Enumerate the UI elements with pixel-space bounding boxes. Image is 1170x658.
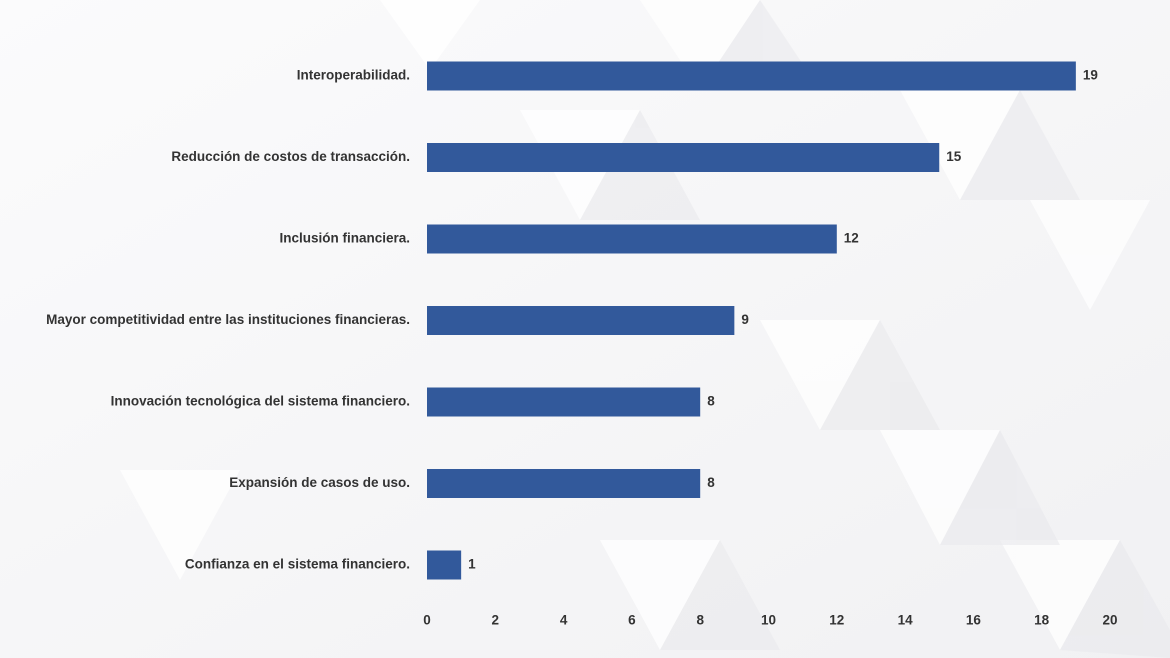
value-label-6: 1 xyxy=(468,557,476,572)
x-tick-label-1: 2 xyxy=(492,613,500,628)
x-tick-label-4: 8 xyxy=(696,613,704,628)
x-tick-label-9: 18 xyxy=(1034,613,1050,628)
category-label-0: Interoperabilidad. xyxy=(297,68,410,83)
bar-5 xyxy=(427,469,701,498)
value-label-2: 12 xyxy=(844,231,859,246)
bar-6 xyxy=(427,550,462,580)
value-label-0: 19 xyxy=(1083,68,1098,83)
bar-2 xyxy=(427,224,837,254)
category-label-1: Reducción de costos de transacción. xyxy=(171,149,410,164)
value-label-4: 8 xyxy=(707,394,715,409)
x-tick-label-5: 10 xyxy=(761,613,776,628)
x-tick-label-6: 12 xyxy=(829,613,844,628)
bar-0 xyxy=(427,61,1076,91)
bar-3 xyxy=(427,306,735,335)
bars-group xyxy=(427,61,1076,580)
value-label-1: 15 xyxy=(946,149,962,164)
value-label-3: 9 xyxy=(741,312,749,327)
x-tick-label-8: 16 xyxy=(966,613,982,628)
category-label-4: Innovación tecnológica del sistema finan… xyxy=(111,394,410,409)
x-axis-ticks: 0 2 4 6 8 10 12 14 16 18 20 xyxy=(423,613,1117,628)
x-tick-label-2: 4 xyxy=(560,613,568,628)
value-labels: 19 15 12 9 8 8 1 xyxy=(468,68,1098,572)
x-tick-label-7: 14 xyxy=(898,613,914,628)
category-label-2: Inclusión financiera. xyxy=(279,231,410,246)
x-tick-label-10: 20 xyxy=(1102,613,1117,628)
category-label-6: Confianza en el sistema financiero. xyxy=(185,557,410,572)
x-tick-label-3: 6 xyxy=(628,613,636,628)
x-tick-label-0: 0 xyxy=(423,613,431,628)
bar-4 xyxy=(427,387,701,417)
value-label-5: 8 xyxy=(707,475,715,490)
bar-1 xyxy=(427,143,940,172)
category-label-5: Expansión de casos de uso. xyxy=(229,475,410,490)
category-label-3: Mayor competitividad entre las instituci… xyxy=(46,312,410,327)
category-labels: Interoperabilidad. Reducción de costos de… xyxy=(46,68,410,572)
